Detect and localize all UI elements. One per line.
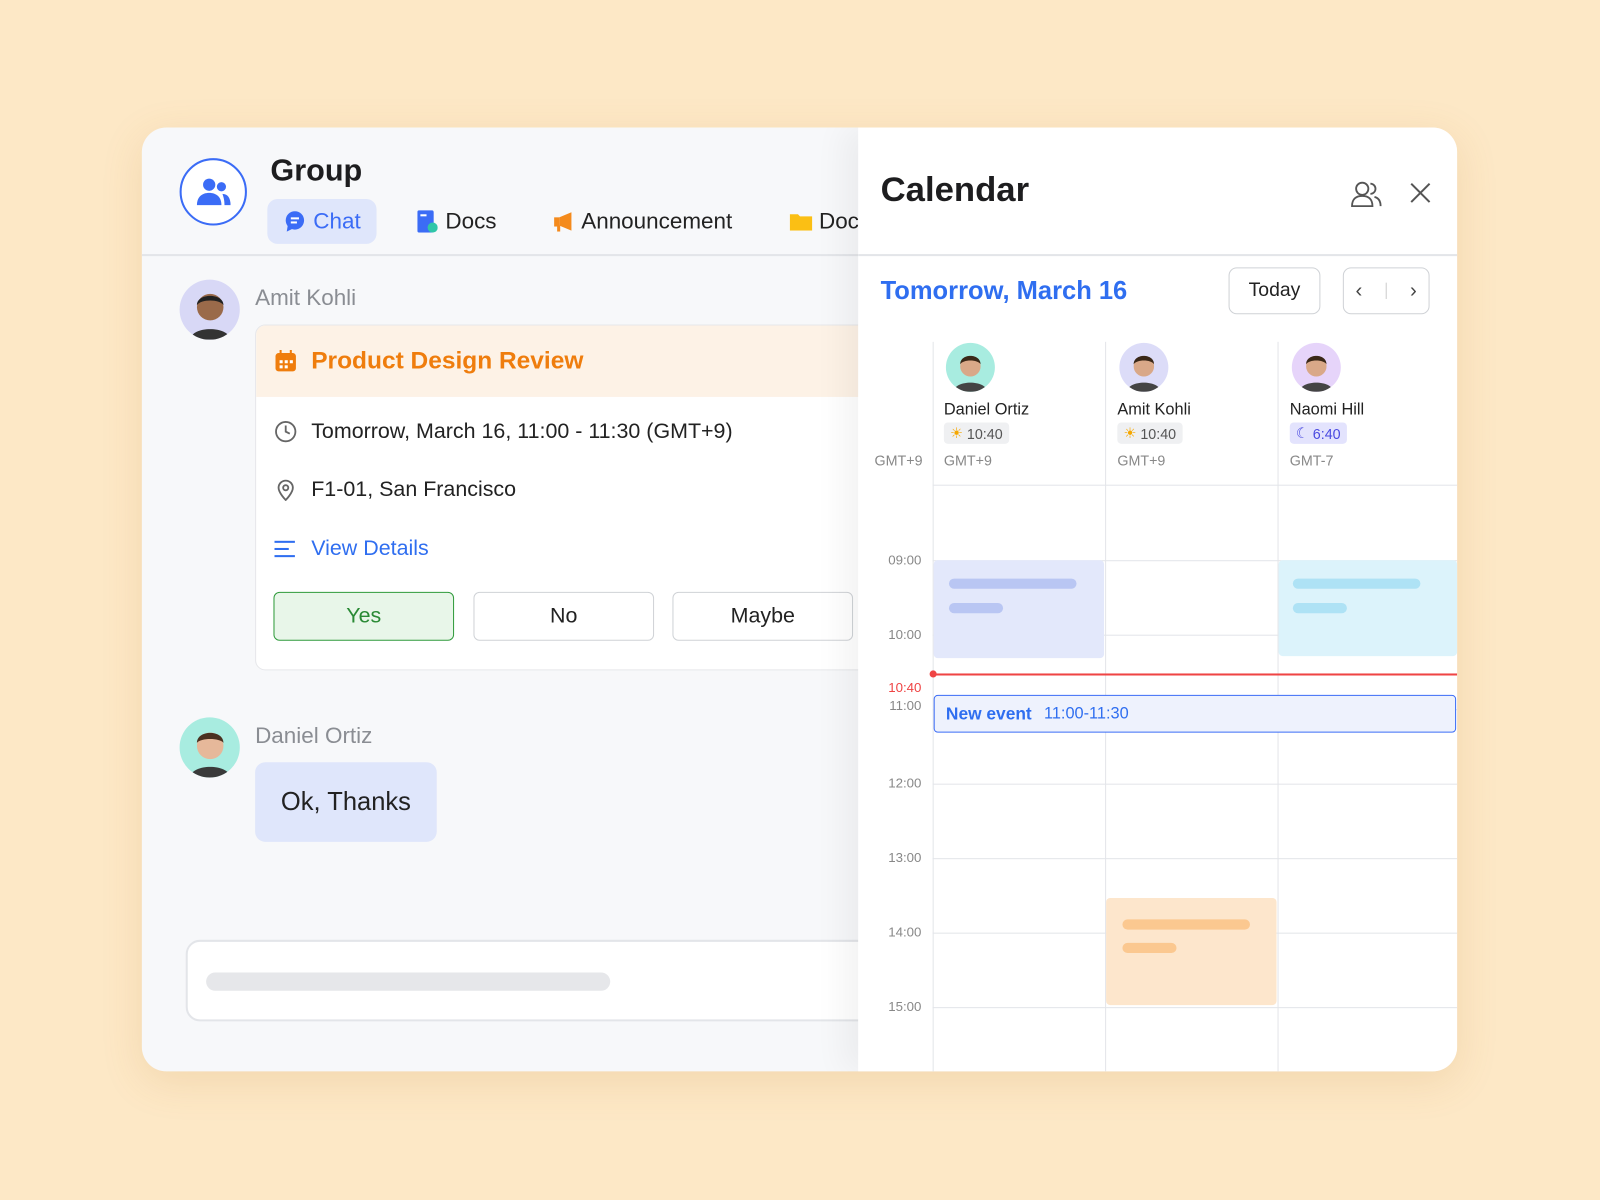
message-input[interactable] [185,939,900,1022]
new-event-label: New event [945,703,1032,723]
new-event-time: 11:00-11:30 [1043,704,1129,722]
event-location-row: F1-01, San Francisco [274,478,516,502]
clock-icon [275,421,297,443]
grid-line [932,341,934,1072]
tab-chat[interactable]: Chat [267,198,378,244]
hour-label: 14:00 [888,924,922,940]
rsvp-maybe-button[interactable]: Maybe [672,591,854,641]
hour-line [932,634,1458,636]
close-icon[interactable] [1409,182,1431,204]
event-location: F1-01, San Francisco [311,477,517,502]
current-time-label: 10:40 [888,679,922,695]
prev-day-button[interactable]: ‹ [1355,279,1363,302]
avatar-amit-kohli [179,279,240,340]
hour-line [932,560,1458,562]
new-event-block[interactable]: New event 11:00-11:30 [933,694,1457,733]
event-header: Product Design Review [256,325,887,397]
tab-announcement[interactable]: Announcement [537,199,748,244]
hour-label: 10:00 [888,626,922,642]
event-card: Product Design Review Tomorrow, March 16… [255,324,888,671]
sender-name: Daniel Ortiz [255,722,373,748]
person-avatar [1291,342,1341,392]
event-title: Product Design Review [311,346,584,375]
divider [141,254,859,257]
moon-icon: ☾ [1295,424,1309,441]
calendar-date: Tomorrow, March 16 [880,276,1128,306]
current-time-line [932,673,1458,676]
person-local-time: ☾ 6:40 [1289,422,1347,444]
hour-line [932,783,1458,785]
tab-label: Announcement [581,208,733,234]
today-button[interactable]: Today [1228,267,1321,315]
hour-line [932,1007,1458,1009]
rsvp-yes-button[interactable]: Yes [273,591,455,641]
current-time-dot [929,670,937,678]
rsvp-no-button[interactable]: No [473,591,655,641]
hour-line [932,858,1458,860]
details-list-icon [274,540,295,558]
view-details-label: View Details [311,536,429,561]
group-window: Group Chat Docs Announcement Docume Amit… [141,127,1458,1072]
tab-bar: Chat Docs Announcement Docume [267,198,919,244]
group-avatar [179,158,247,226]
hour-label: 13:00 [888,849,922,866]
doc-icon [417,210,439,233]
calendar-title: Calendar [880,170,1030,210]
person-local-time: ☀ 10:40 [943,422,1009,444]
person-avatar [1119,342,1169,392]
users-icon [196,178,231,206]
person-avatar [945,342,995,392]
message-bubble: Ok, Thanks [255,762,437,842]
person-name: Naomi Hill [1289,401,1365,419]
person-timezone: GMT+9 [1117,452,1166,469]
view-details-link[interactable]: View Details [274,536,429,561]
person-name: Daniel Ortiz [943,401,1030,419]
divider [858,254,1458,257]
event-time-row: Tomorrow, March 16, 11:00 - 11:30 (GMT+9… [274,419,733,443]
person-name: Amit Kohli [1117,401,1191,419]
event-time: Tomorrow, March 16, 11:00 - 11:30 (GMT+9… [311,419,733,443]
hour-label: 15:00 [888,998,922,1015]
tab-label: Chat [313,208,361,234]
calendar-icon [275,349,296,372]
folder-icon [789,214,812,231]
input-placeholder-bar [206,972,611,991]
sender-name: Amit Kohli [255,284,357,311]
local-time-value: 10:40 [966,424,1003,442]
next-day-button[interactable]: › [1410,279,1417,302]
person-timezone: GMT+9 [943,452,992,469]
location-pin-icon [277,479,294,502]
avatar-daniel-ortiz [179,717,240,778]
date-navigation: ‹ › [1342,267,1430,315]
sun-icon: ☀ [949,424,963,441]
hour-label: 12:00 [888,775,922,791]
chat-bubble-icon [285,211,305,232]
participants-icon[interactable] [1351,181,1382,208]
person-local-time: ☀ 10:40 [1117,422,1183,444]
divider [1385,282,1387,299]
calendar-panel: Calendar Tomorrow, March 16 Today ‹ › GMT… [858,127,1458,1072]
megaphone-icon [553,212,572,232]
local-time-value: 6:40 [1312,424,1341,442]
sun-icon: ☀ [1123,424,1137,441]
busy-block[interactable] [1278,560,1458,657]
grid-line [932,484,1458,486]
hour-label: 09:00 [888,552,922,568]
tab-label: Docs [445,208,497,234]
group-title: Group [270,154,363,188]
busy-block[interactable] [1106,897,1277,1006]
busy-block[interactable] [933,560,1105,659]
base-timezone: GMT+9 [874,452,923,469]
tab-docs[interactable]: Docs [402,199,513,244]
local-time-value: 10:40 [1140,424,1177,442]
person-timezone: GMT-7 [1289,452,1334,469]
hour-label: 11:00 [889,697,922,714]
